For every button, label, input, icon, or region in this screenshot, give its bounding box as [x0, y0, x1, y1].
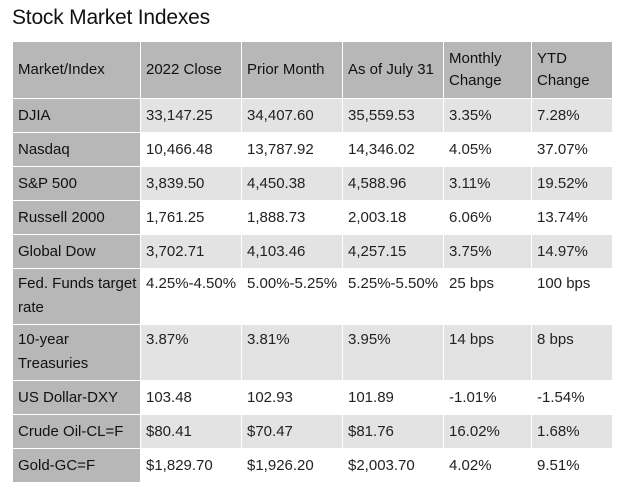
column-header-2022-close: 2022 Close [140, 41, 242, 99]
table-cell: -1.54% [531, 380, 613, 415]
row-label: Fed. Funds target rate [12, 268, 141, 325]
row-label: Crude Oil-CL=F [12, 414, 141, 449]
table-cell: 2,003.18 [342, 200, 444, 235]
table-cell-text: 14 bps [449, 331, 495, 348]
table-cell: 3.81% [241, 324, 343, 381]
table-row: Fed. Funds target rate 4.25%-4.50% 5.00%… [12, 268, 613, 325]
table-cell: 14.97% [531, 234, 613, 269]
table-row: DJIA 33,147.25 34,407.60 35,559.53 3.35%… [12, 98, 613, 133]
table-cell: 25 bps [443, 268, 532, 325]
table-cell: 100 bps [531, 268, 613, 325]
column-header-market-index: Market/Index [12, 41, 141, 99]
table-header-row: Market/Index 2022 Close Prior Month As o… [12, 41, 613, 99]
table-cell: 4.05% [443, 132, 532, 167]
table-cell: 101.89 [342, 380, 444, 415]
table-cell: 4.02% [443, 448, 532, 483]
table-cell: 3.11% [443, 166, 532, 201]
table-cell: 3.75% [443, 234, 532, 269]
table-cell: $81.76 [342, 414, 444, 449]
table-cell-text: 3.81% [247, 331, 290, 348]
table-row: S&P 500 3,839.50 4,450.38 4,588.96 3.11%… [12, 166, 613, 201]
table-cell-text: 8 bps [537, 331, 574, 348]
table-cell: 33,147.25 [140, 98, 242, 133]
row-label-text: 10-year Treasuries [18, 331, 89, 372]
table-cell: 3,702.71 [140, 234, 242, 269]
row-label: US Dollar-DXY [12, 380, 141, 415]
table-cell: 8 bps [531, 324, 613, 381]
table-cell: 4,450.38 [241, 166, 343, 201]
stock-index-table: Market/Index 2022 Close Prior Month As o… [12, 41, 613, 483]
table-cell-text: 4.25%-4.50% [146, 275, 237, 292]
table-cell: 5.25%-5.50% [342, 268, 444, 325]
table-row: Russell 2000 1,761.25 1,888.73 2,003.18 … [12, 200, 613, 235]
table-cell: 6.06% [443, 200, 532, 235]
table-cell: 4,257.15 [342, 234, 444, 269]
column-header-as-of-july-31: As of July 31 [342, 41, 444, 99]
table-row: Global Dow 3,702.71 4,103.46 4,257.15 3.… [12, 234, 613, 269]
row-label: Nasdaq [12, 132, 141, 167]
table-row: 10-year Treasuries 3.87% 3.81% 3.95% 14 … [12, 324, 613, 381]
table-cell: 102.93 [241, 380, 343, 415]
table-cell: 1.68% [531, 414, 613, 449]
row-label: Global Dow [12, 234, 141, 269]
table-cell: 4,103.46 [241, 234, 343, 269]
table-cell: 16.02% [443, 414, 532, 449]
table-cell-text: 5.00%-5.25% [247, 275, 338, 292]
table-cell: 3.87% [140, 324, 242, 381]
row-label: DJIA [12, 98, 141, 133]
table-cell: 4,588.96 [342, 166, 444, 201]
table-cell: $1,829.70 [140, 448, 242, 483]
table-cell: 14 bps [443, 324, 532, 381]
row-label-text: Fed. Funds target rate [18, 275, 137, 316]
table-cell: 10,466.48 [140, 132, 242, 167]
table-row: US Dollar-DXY 103.48 102.93 101.89 -1.01… [12, 380, 613, 415]
table-cell: 5.00%-5.25% [241, 268, 343, 325]
table-cell: $80.41 [140, 414, 242, 449]
table-cell: 13.74% [531, 200, 613, 235]
table-cell: 19.52% [531, 166, 613, 201]
table-cell: 13,787.92 [241, 132, 343, 167]
table-cell: -1.01% [443, 380, 532, 415]
table-cell: 9.51% [531, 448, 613, 483]
table-row: Gold-GC=F $1,829.70 $1,926.20 $2,003.70 … [12, 448, 613, 483]
table-cell-text: 5.25%-5.50% [348, 275, 439, 292]
table-cell: 1,888.73 [241, 200, 343, 235]
table-cell: 37.07% [531, 132, 613, 167]
table-cell: $70.47 [241, 414, 343, 449]
table-cell-text: 25 bps [449, 275, 495, 292]
column-header-prior-month: Prior Month [241, 41, 343, 99]
table-cell: 14,346.02 [342, 132, 444, 167]
table-cell: 103.48 [140, 380, 242, 415]
row-label: Russell 2000 [12, 200, 141, 235]
table-cell: 7.28% [531, 98, 613, 133]
table-cell-text: 3.95% [348, 331, 391, 348]
table-cell: 34,407.60 [241, 98, 343, 133]
table-cell: 3,839.50 [140, 166, 242, 201]
table-cell: 35,559.53 [342, 98, 444, 133]
table-cell: 3.95% [342, 324, 444, 381]
table-cell-text: 3.87% [146, 331, 189, 348]
table-cell: 4.25%-4.50% [140, 268, 242, 325]
column-header-ytd-change: YTD Change [531, 41, 613, 99]
row-label: Gold-GC=F [12, 448, 141, 483]
row-label: S&P 500 [12, 166, 141, 201]
table-row: Nasdaq 10,466.48 13,787.92 14,346.02 4.0… [12, 132, 613, 167]
page-title: Stock Market Indexes [12, 6, 210, 29]
table-cell-text: 100 bps [537, 275, 591, 292]
table-cell: 3.35% [443, 98, 532, 133]
column-header-monthly-change: Monthly Change [443, 41, 532, 99]
table-row: Crude Oil-CL=F $80.41 $70.47 $81.76 16.0… [12, 414, 613, 449]
table-cell: $1,926.20 [241, 448, 343, 483]
table-cell: 1,761.25 [140, 200, 242, 235]
row-label: 10-year Treasuries [12, 324, 141, 381]
table-cell: $2,003.70 [342, 448, 444, 483]
